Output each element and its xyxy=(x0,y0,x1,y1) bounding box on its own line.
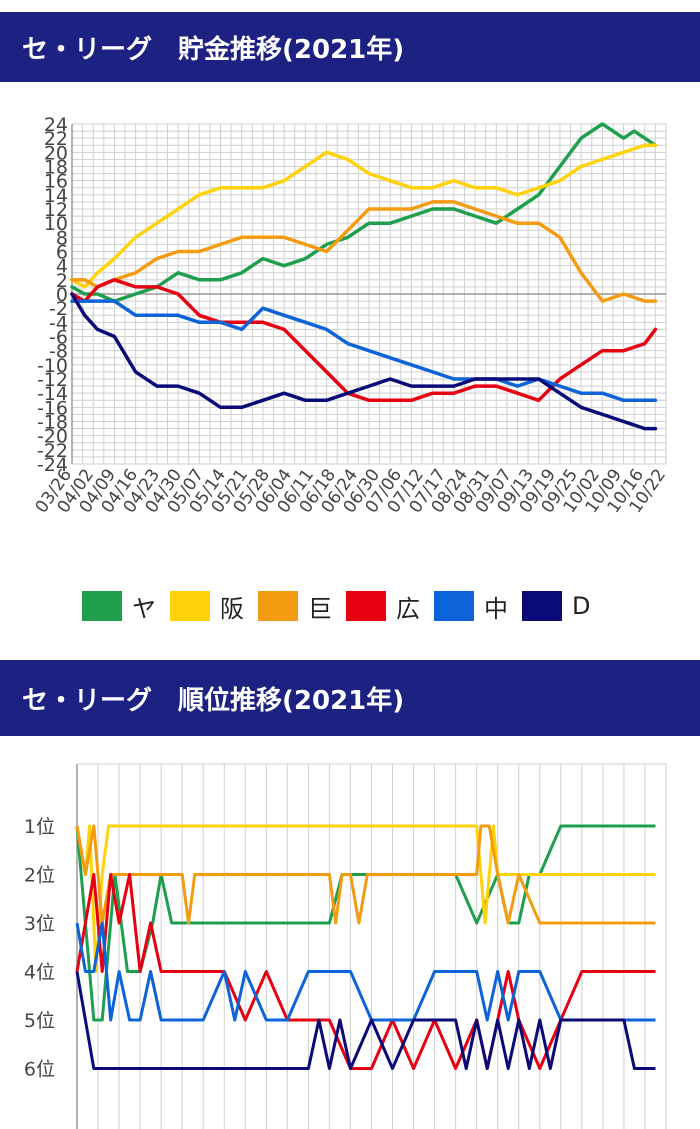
savings-y-tick-label: -14 xyxy=(37,383,68,405)
rank-series-D xyxy=(75,971,656,1070)
legend-swatch xyxy=(434,591,474,621)
savings-y-tick-label: -22 xyxy=(37,440,68,462)
savings-chart-title: セ・リーグ 貯金推移(2021年) xyxy=(22,34,405,65)
savings-chart-header: セ・リーグ 貯金推移(2021年) xyxy=(0,12,700,82)
legend-item[interactable]: 中 xyxy=(434,588,508,624)
savings-y-tick-label: 8 xyxy=(56,227,68,249)
savings-y-tick-label: 10 xyxy=(44,213,68,235)
rank-y-tick-label: 1位 xyxy=(24,816,55,838)
savings-y-tick-label: 18 xyxy=(44,157,68,179)
savings-series-中 xyxy=(70,299,658,403)
legend-swatch xyxy=(346,591,386,621)
rank-series-巨 xyxy=(75,824,656,925)
savings-y-tick-label: -12 xyxy=(37,369,68,391)
savings-y-tick-label: 12 xyxy=(44,199,68,221)
legend-item[interactable]: 広 xyxy=(346,588,420,624)
savings-y-tick-label: 24 xyxy=(44,114,68,136)
savings-y-tick-label: -16 xyxy=(37,397,68,419)
legend-label: 中 xyxy=(484,594,508,623)
legend-item[interactable]: ヤ xyxy=(82,588,156,624)
savings-y-tick-label: -6 xyxy=(49,327,68,349)
legend-item[interactable]: 巨 xyxy=(258,588,332,624)
savings-y-tick-label: 4 xyxy=(56,256,68,278)
savings-y-tick-label: 2 xyxy=(56,270,68,292)
savings-chart: 242220181614121086420-2-4-6-8-10-12-14-1… xyxy=(32,114,670,517)
savings-y-tick-label: -8 xyxy=(49,341,68,363)
legend-label: 広 xyxy=(396,594,420,623)
rank-y-tick-label: 3位 xyxy=(24,913,55,935)
rank-y-tick-label: 6位 xyxy=(24,1059,55,1081)
savings-series-広 xyxy=(70,278,658,403)
rank-chart-header: セ・リーグ 順位推移(2021年) xyxy=(0,660,700,736)
savings-series-阪 xyxy=(70,143,658,289)
rank-y-tick-label: 5位 xyxy=(24,1010,55,1032)
savings-series-D xyxy=(70,292,658,431)
legend-swatch xyxy=(170,591,210,621)
savings-y-tick-label: -20 xyxy=(37,426,68,448)
rank-series-広 xyxy=(75,873,656,1070)
savings-y-tick-label: -2 xyxy=(49,298,68,320)
rank-series-阪 xyxy=(75,824,656,973)
savings-y-tick-label: 14 xyxy=(44,185,68,207)
legend-label: D xyxy=(572,592,591,620)
savings-y-tick-label: -10 xyxy=(37,355,68,377)
savings-y-tick-label: 20 xyxy=(44,142,68,164)
legend-swatch xyxy=(522,591,562,621)
savings-y-tick-label: -24 xyxy=(37,454,68,476)
legend-label: ヤ xyxy=(132,594,156,623)
savings-y-tick-label: 6 xyxy=(56,242,68,264)
savings-y-tick-label: 22 xyxy=(44,128,68,150)
legend-item[interactable]: 阪 xyxy=(170,588,244,624)
legend-item[interactable]: D xyxy=(522,588,590,624)
legend-label: 阪 xyxy=(220,594,244,623)
legend-swatch xyxy=(82,591,122,621)
rank-chart: 1位 2位 3位 4位 5位 6位 xyxy=(24,763,667,1129)
legend-label: 巨 xyxy=(308,594,332,623)
savings-y-tick-label: -4 xyxy=(49,312,68,334)
savings-y-tick-label: -18 xyxy=(37,412,68,434)
savings-series-ヤ xyxy=(70,122,658,303)
legend-swatch xyxy=(258,591,298,621)
rank-y-tick-label: 2位 xyxy=(24,865,55,887)
rank-y-tick-label: 4位 xyxy=(24,962,55,984)
rank-chart-title: セ・リーグ 順位推移(2021年) xyxy=(22,685,405,716)
savings-series-巨 xyxy=(70,200,658,303)
savings-y-tick-label: 0 xyxy=(56,284,68,306)
savings-y-tick-label: 16 xyxy=(44,171,68,193)
rank-series-中 xyxy=(75,921,656,1022)
rank-grid xyxy=(76,764,667,1129)
